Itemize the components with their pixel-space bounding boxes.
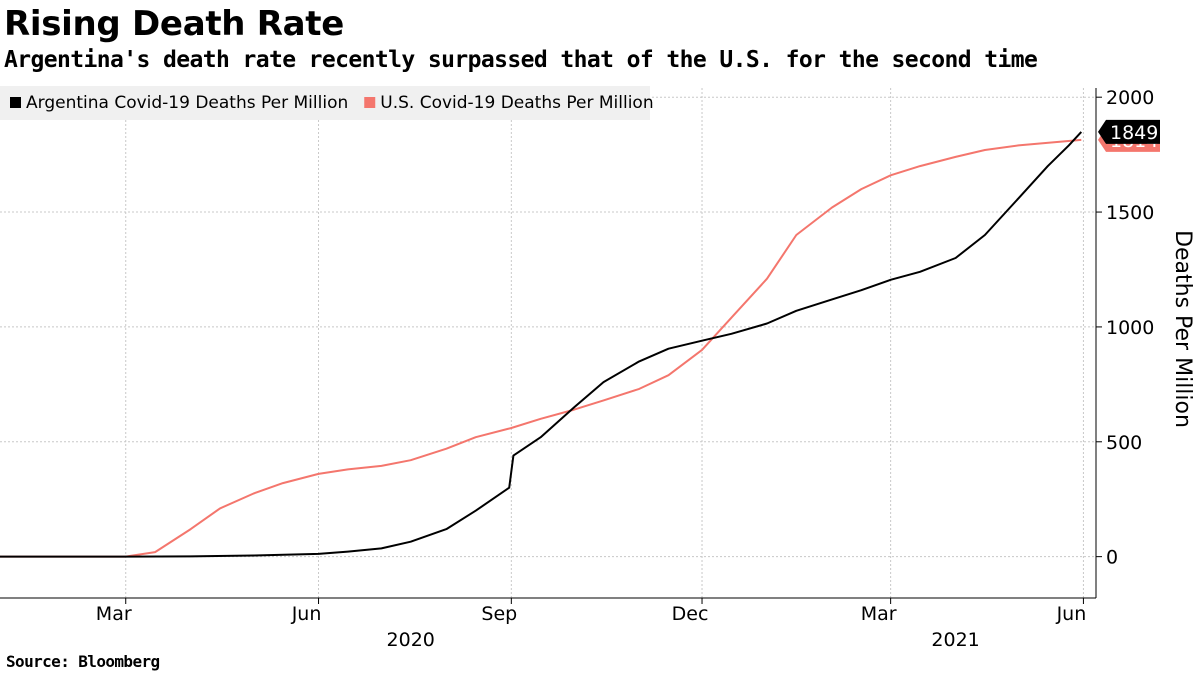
- axes: 0 500 1000 1500 2000 Mar Jun Sep Dec Mar Jun 2020 20…: [0, 87, 1195, 651]
- grid: [0, 88, 1096, 598]
- y-tick-label: 0: [1106, 547, 1118, 569]
- x-tick-label: Jun: [1056, 603, 1087, 625]
- legend-swatch-us: [364, 97, 376, 108]
- last-value-tag-argentina: [1098, 119, 1160, 144]
- x-tick-label: Mar: [96, 603, 132, 625]
- y-tick-label: 2000: [1106, 87, 1154, 109]
- y-axis-title: Deaths Per Million: [1170, 230, 1195, 428]
- legend-label-argentina: Argentina Covid-19 Deaths Per Million: [26, 93, 348, 113]
- chart-title: Rising Death Rate: [4, 4, 344, 44]
- series-line-us: [0, 138, 1082, 558]
- y-tick-label: 500: [1106, 432, 1142, 454]
- x-tick-label: Dec: [672, 603, 709, 625]
- legend-background: [0, 86, 650, 120]
- series-lines: [0, 131, 1083, 558]
- legend: Argentina Covid-19 Deaths Per Million U.S…: [0, 86, 654, 120]
- value-labels: 18141849: [1098, 119, 1160, 152]
- legend-label-us: U.S. Covid-19 Deaths Per Million: [380, 93, 653, 113]
- series-line-argentina: [0, 131, 1083, 558]
- chart-subtitle: Argentina's death rate recently surpasse…: [4, 47, 1038, 73]
- x-year-label: 2020: [387, 629, 435, 651]
- x-year-label: 2021: [931, 629, 979, 651]
- legend-swatch-argentina: [10, 97, 21, 108]
- x-tick-label: Sep: [481, 603, 517, 625]
- y-tick-label: 1000: [1106, 317, 1154, 339]
- last-value-label-argentina: 1849: [1110, 122, 1158, 144]
- x-tick-label: Jun: [291, 603, 322, 625]
- source-note: Source: Bloomberg: [6, 652, 160, 671]
- y-tick-label: 1500: [1106, 202, 1154, 224]
- x-tick-label: Mar: [861, 603, 897, 625]
